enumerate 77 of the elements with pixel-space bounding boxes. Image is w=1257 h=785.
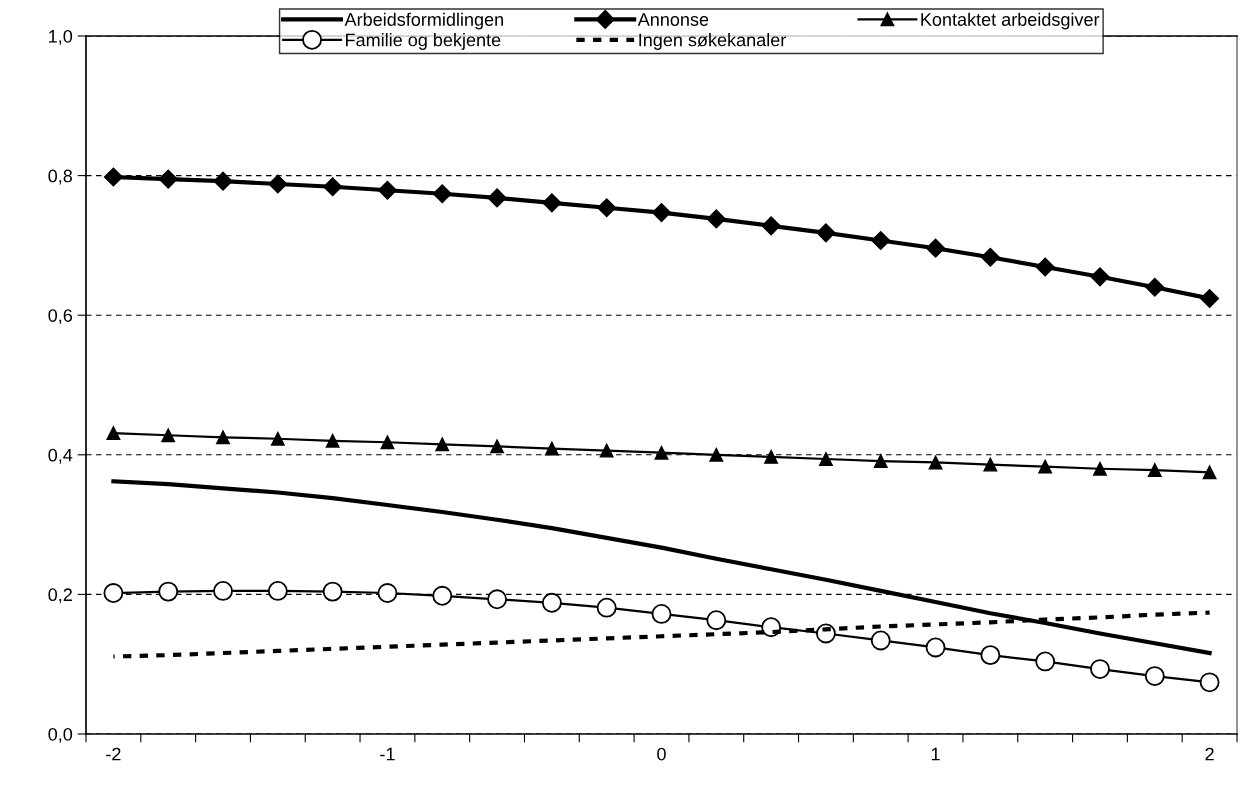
point: [380, 435, 395, 450]
point: [597, 198, 617, 218]
y-tick-label: 1,0: [49, 29, 73, 45]
point: [980, 645, 1001, 666]
point: [1035, 651, 1056, 672]
y-tick-label: 0,0: [48, 727, 73, 743]
point: [213, 580, 233, 601]
x-tick-label: 2: [1205, 747, 1214, 761]
y-tick-label: 0,8: [48, 169, 73, 185]
legend-label: Ingen søkekanaler: [639, 33, 786, 50]
point: [377, 583, 398, 603]
point: [980, 247, 1000, 267]
point: [377, 180, 397, 200]
point: [435, 437, 450, 452]
point: [706, 209, 726, 229]
point: [1038, 459, 1053, 474]
point: [542, 193, 562, 213]
point: [213, 171, 233, 191]
legend-label: Arbeidsformidlingen: [344, 12, 503, 30]
point: [871, 230, 891, 251]
legend-label: Kontaktet arbeidsgiver: [921, 12, 1100, 30]
point: [1090, 267, 1110, 287]
point: [1090, 659, 1110, 680]
point: [1147, 463, 1162, 478]
point: [599, 443, 614, 458]
point: [761, 216, 781, 236]
point: [487, 589, 508, 610]
point: [651, 203, 672, 223]
point: [161, 428, 176, 443]
x-tick-label: 0: [657, 747, 666, 761]
point: [432, 585, 453, 606]
point: [818, 452, 833, 466]
point: [1093, 461, 1107, 476]
point: [1144, 666, 1165, 686]
point: [1202, 465, 1217, 480]
point: [270, 431, 285, 446]
point: [764, 449, 779, 464]
point: [983, 457, 998, 472]
point: [103, 167, 123, 187]
point: [432, 184, 452, 204]
point: [1035, 257, 1055, 277]
point: [709, 447, 724, 462]
point: [325, 433, 340, 448]
legend-label: Annonse: [637, 13, 709, 26]
x-tick-label: -2: [106, 747, 121, 761]
point: [928, 455, 943, 470]
point: [106, 426, 121, 441]
x-tick-label: 1: [931, 747, 940, 761]
point: [158, 169, 178, 189]
y-tick-label: 0,4: [48, 448, 73, 464]
point: [870, 630, 891, 651]
point: [322, 581, 343, 602]
point: [873, 454, 888, 469]
point: [487, 188, 507, 208]
y-tick-label: 0,6: [48, 309, 73, 325]
point: [816, 223, 836, 243]
point: [1145, 277, 1165, 297]
point: [490, 439, 505, 454]
point: [654, 445, 669, 460]
point: [706, 610, 727, 631]
point: [158, 581, 179, 602]
point: [544, 441, 559, 456]
point: [103, 583, 124, 603]
point: [216, 430, 230, 445]
point: [1200, 288, 1220, 308]
point: [1199, 672, 1220, 693]
point: [925, 637, 946, 658]
point: [651, 604, 672, 624]
point: [323, 177, 343, 197]
point: [541, 592, 562, 613]
legend-label: Familie og bekjente: [346, 33, 501, 50]
point: [268, 174, 288, 194]
x-tick-label: -1: [380, 747, 395, 761]
y-tick-label: 0,2: [48, 588, 72, 604]
point: [267, 580, 288, 601]
point: [926, 238, 946, 258]
point: [596, 597, 617, 618]
